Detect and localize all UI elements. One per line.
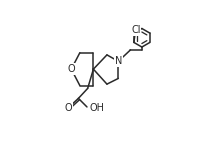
Text: Cl: Cl	[131, 25, 141, 35]
Text: OH: OH	[90, 103, 105, 113]
Text: O: O	[65, 103, 72, 113]
Text: O: O	[67, 64, 75, 74]
Text: N: N	[115, 56, 122, 66]
